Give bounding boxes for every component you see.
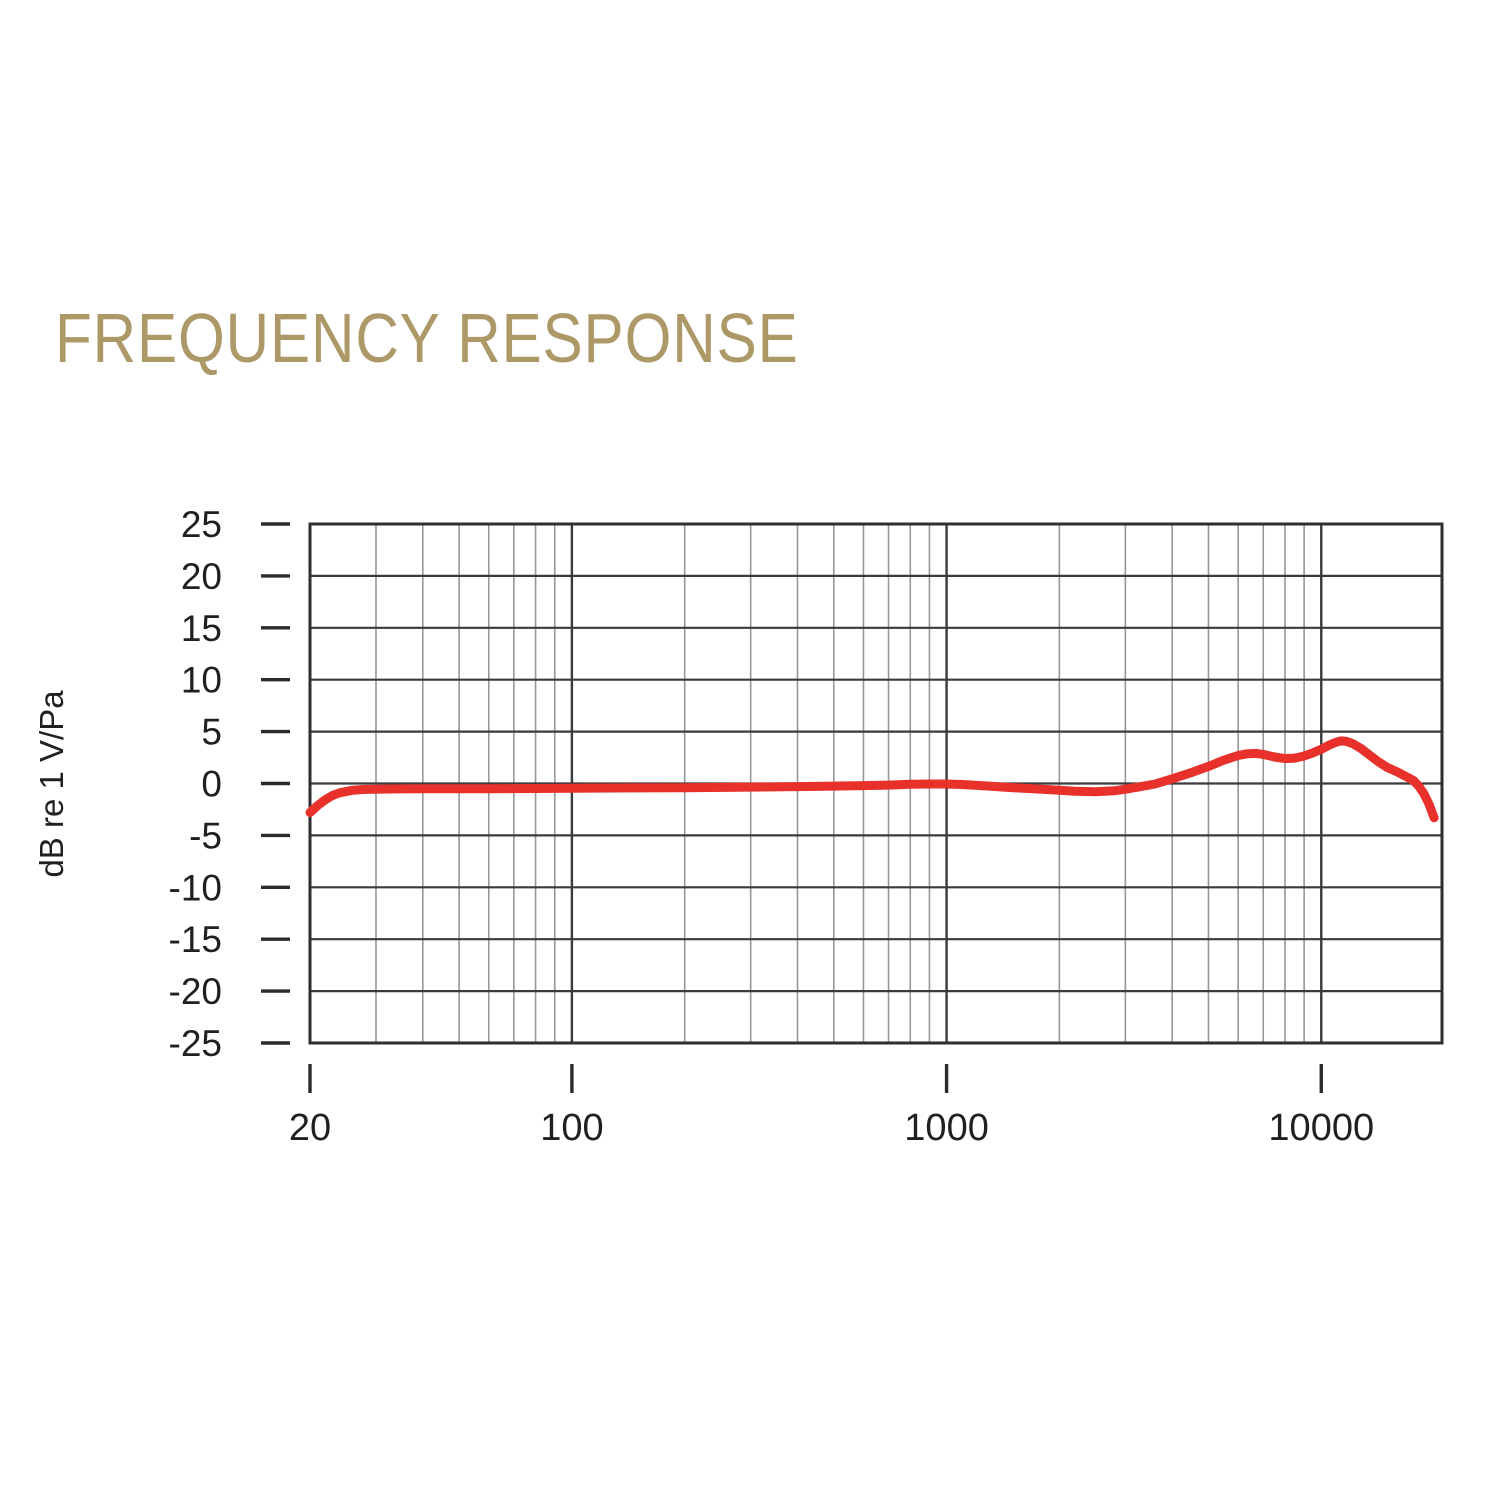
y-tick-label: 10: [181, 660, 222, 701]
x-tick-label: 1000: [904, 1107, 989, 1149]
x-tick-label: 10000: [1268, 1107, 1374, 1149]
y-tick-label: 5: [201, 712, 222, 753]
y-tick-label: 15: [181, 608, 222, 649]
y-tick-label: 0: [201, 764, 222, 805]
chart-title: FREQUENCY RESPONSE: [55, 299, 799, 377]
y-tick-label: -20: [169, 971, 222, 1012]
response-curve: [305, 736, 1439, 823]
plot-border: [308, 522, 1444, 1045]
y-tick-label: 25: [181, 504, 222, 545]
y-tick-label: -25: [169, 1023, 222, 1064]
x-tick-label: 100: [540, 1107, 603, 1149]
y-tick-label: -5: [189, 815, 222, 856]
x-tick-label: 20: [289, 1107, 331, 1149]
y-tick-label: -15: [169, 919, 222, 960]
y-tick-label: 20: [181, 556, 222, 597]
y-tick-label: -10: [169, 867, 222, 908]
